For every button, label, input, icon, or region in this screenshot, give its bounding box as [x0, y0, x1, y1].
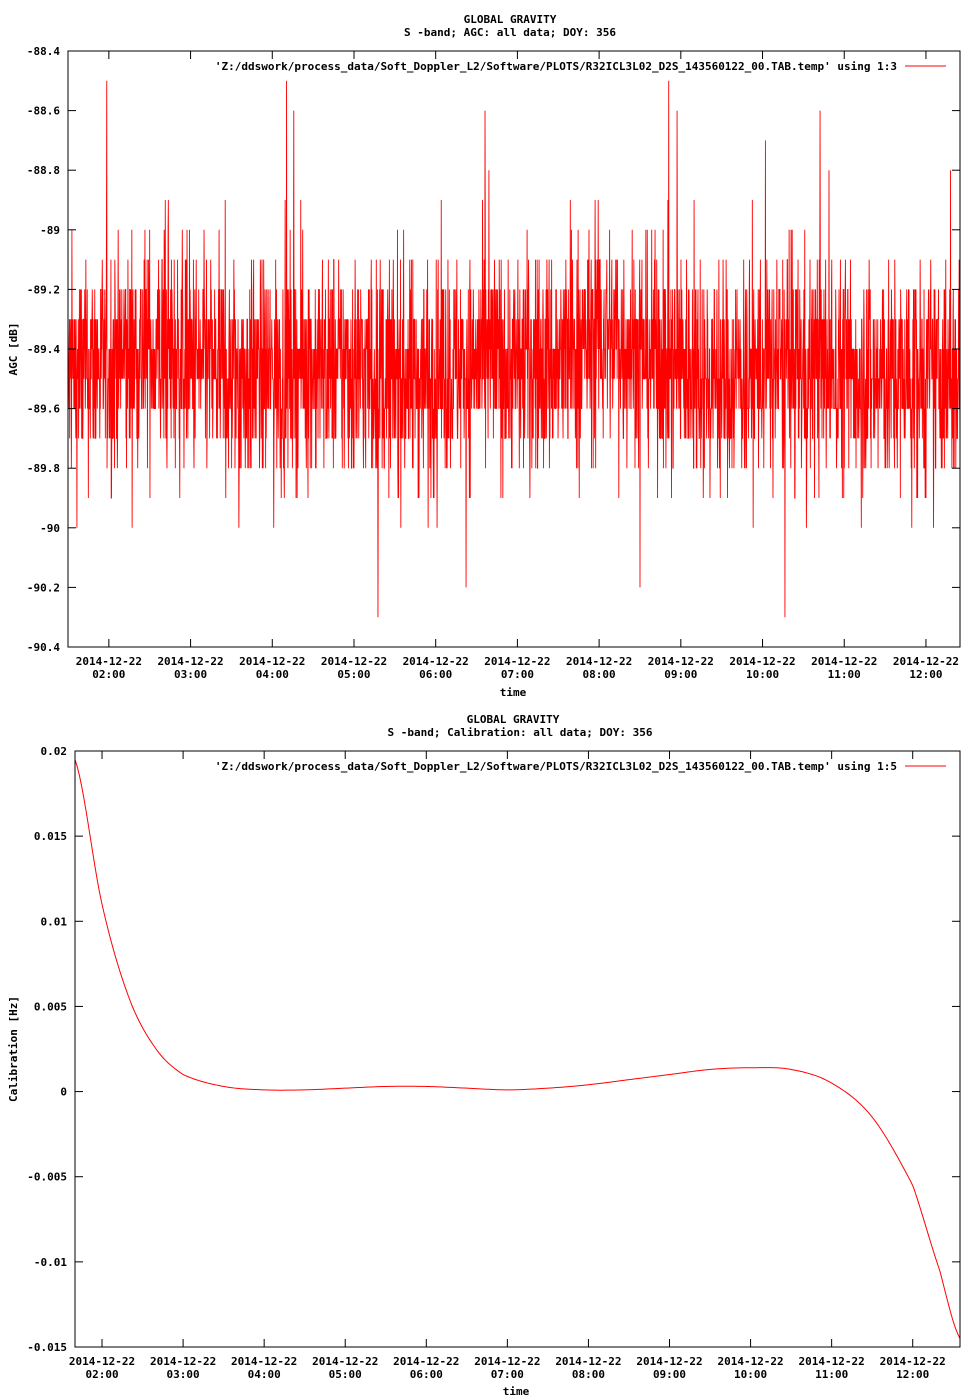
- calibration-x-tick-date: 2014-12-22: [474, 1355, 540, 1368]
- calibration-x-tick-time: 09:00: [653, 1368, 686, 1381]
- calibration-y-axis-label: Calibration [Hz]: [7, 996, 20, 1102]
- calibration-x-tick-time: 10:00: [734, 1368, 767, 1381]
- calibration-y-tick-label: 0.005: [34, 1000, 67, 1013]
- calibration-chart: GLOBAL GRAVITY S -band; Calibration: all…: [7, 713, 961, 1398]
- agc-y-tick-label: -90.4: [27, 641, 60, 654]
- calibration-plot-frame: [74, 750, 961, 1348]
- agc-y-tick-label: -90: [40, 522, 60, 535]
- agc-y-tick-label: -88.8: [27, 164, 60, 177]
- calibration-x-tick-time: 08:00: [572, 1368, 605, 1381]
- calibration-x-tick-time: 06:00: [410, 1368, 443, 1381]
- calibration-y-tick-label: 0.01: [41, 915, 68, 928]
- calibration-x-tick-date: 2014-12-22: [69, 1355, 135, 1368]
- calibration-x-tick-date: 2014-12-22: [555, 1355, 621, 1368]
- calibration-chart-subtitle: S -band; Calibration: all data; DOY: 356: [388, 726, 653, 739]
- agc-y-tick-label: -89.6: [27, 403, 60, 416]
- calibration-x-tick-time: 07:00: [491, 1368, 524, 1381]
- agc-x-tick-time: 10:00: [746, 668, 779, 681]
- agc-y-axis: -88.4 -88.6 -88.8 -89 -89.2 -89.4 -89.6 -89.8 -9…: [27, 45, 960, 654]
- agc-x-tick-date: 2014-12-22: [893, 655, 959, 668]
- calibration-x-tick-date: 2014-12-22: [880, 1355, 946, 1368]
- calibration-x-tick-date: 2014-12-22: [636, 1355, 702, 1368]
- calibration-y-tick-label: 0: [60, 1086, 67, 1099]
- agc-x-tick-date: 2014-12-22: [321, 655, 387, 668]
- agc-x-tick-date: 2014-12-22: [566, 655, 632, 668]
- agc-x-tick-date: 2014-12-22: [239, 655, 305, 668]
- agc-chart: GLOBAL GRAVITY S -band; AGC: all data; D…: [7, 13, 961, 699]
- agc-x-tick-date: 2014-12-22: [729, 655, 795, 668]
- calibration-x-tick-time: 02:00: [85, 1368, 118, 1381]
- agc-x-tick-date: 2014-12-22: [648, 655, 714, 668]
- calibration-x-axis-label: time: [503, 1385, 530, 1398]
- calibration-y-tick-label: -0.005: [27, 1171, 67, 1184]
- agc-x-tick-time: 07:00: [501, 668, 534, 681]
- calibration-y-tick-label: -0.015: [27, 1341, 67, 1354]
- agc-y-tick-label: -90.2: [27, 581, 60, 594]
- calibration-x-tick-date: 2014-12-22: [717, 1355, 783, 1368]
- agc-x-tick-date: 2014-12-22: [157, 655, 223, 668]
- agc-y-tick-label: -89.4: [27, 343, 60, 356]
- agc-chart-title: GLOBAL GRAVITY: [464, 13, 557, 26]
- calibration-series-line: [74, 759, 961, 1339]
- agc-y-tick-label: -88.6: [27, 105, 60, 118]
- agc-x-tick-time: 08:00: [583, 668, 616, 681]
- calibration-x-tick-time: 11:00: [815, 1368, 848, 1381]
- agc-x-tick-date: 2014-12-22: [403, 655, 469, 668]
- calibration-y-tick-label: -0.01: [34, 1256, 67, 1269]
- agc-y-tick-label: -89.2: [27, 283, 60, 296]
- calibration-x-tick-time: 12:00: [896, 1368, 929, 1381]
- agc-x-axis: 2014-12-2202:002014-12-2203:002014-12-22…: [76, 51, 959, 681]
- agc-chart-subtitle: S -band; AGC: all data; DOY: 356: [404, 26, 616, 39]
- calibration-x-tick-time: 03:00: [167, 1368, 200, 1381]
- agc-x-tick-time: 05:00: [337, 668, 370, 681]
- agc-legend: 'Z:/ddswork/process_data/Soft_Doppler_L2…: [215, 60, 946, 73]
- agc-y-axis-label: AGC [dB]: [7, 323, 20, 376]
- agc-x-tick-date: 2014-12-22: [811, 655, 877, 668]
- agc-x-tick-time: 03:00: [174, 668, 207, 681]
- calibration-chart-title: GLOBAL GRAVITY: [467, 713, 560, 726]
- agc-x-tick-time: 04:00: [256, 668, 289, 681]
- agc-series-line: [67, 80, 961, 618]
- calibration-x-axis: 2014-12-2202:002014-12-2203:002014-12-22…: [69, 751, 946, 1381]
- calibration-x-tick-time: 05:00: [329, 1368, 362, 1381]
- calibration-series-0: [74, 759, 961, 1339]
- calibration-y-tick-label: 0.015: [34, 830, 67, 843]
- calibration-legend-label: 'Z:/ddswork/process_data/Soft_Doppler_L2…: [215, 760, 897, 773]
- calibration-legend: 'Z:/ddswork/process_data/Soft_Doppler_L2…: [215, 760, 946, 773]
- calibration-x-tick-date: 2014-12-22: [150, 1355, 216, 1368]
- calibration-x-tick-date: 2014-12-22: [312, 1355, 378, 1368]
- agc-series-0: [67, 80, 961, 618]
- agc-x-tick-date: 2014-12-22: [76, 655, 142, 668]
- agc-x-tick-time: 02:00: [92, 668, 125, 681]
- agc-y-tick-label: -89: [40, 224, 60, 237]
- agc-x-tick-time: 06:00: [419, 668, 452, 681]
- calibration-y-axis: 0.02 0.015 0.01 0.005 0 -0.005 -0.01 -0.015: [27, 745, 960, 1354]
- calibration-x-tick-date: 2014-12-22: [799, 1355, 865, 1368]
- calibration-x-tick-date: 2014-12-22: [393, 1355, 459, 1368]
- agc-x-tick-date: 2014-12-22: [484, 655, 550, 668]
- agc-x-tick-time: 09:00: [664, 668, 697, 681]
- calibration-x-tick-time: 04:00: [248, 1368, 281, 1381]
- agc-y-tick-label: -89.8: [27, 462, 60, 475]
- agc-x-tick-time: 12:00: [909, 668, 942, 681]
- calibration-x-tick-date: 2014-12-22: [231, 1355, 297, 1368]
- calibration-y-tick-label: 0.02: [41, 745, 68, 758]
- agc-x-tick-time: 11:00: [828, 668, 861, 681]
- agc-x-axis-label: time: [500, 686, 527, 699]
- agc-y-tick-label: -88.4: [27, 45, 60, 58]
- agc-legend-label: 'Z:/ddswork/process_data/Soft_Doppler_L2…: [215, 60, 897, 73]
